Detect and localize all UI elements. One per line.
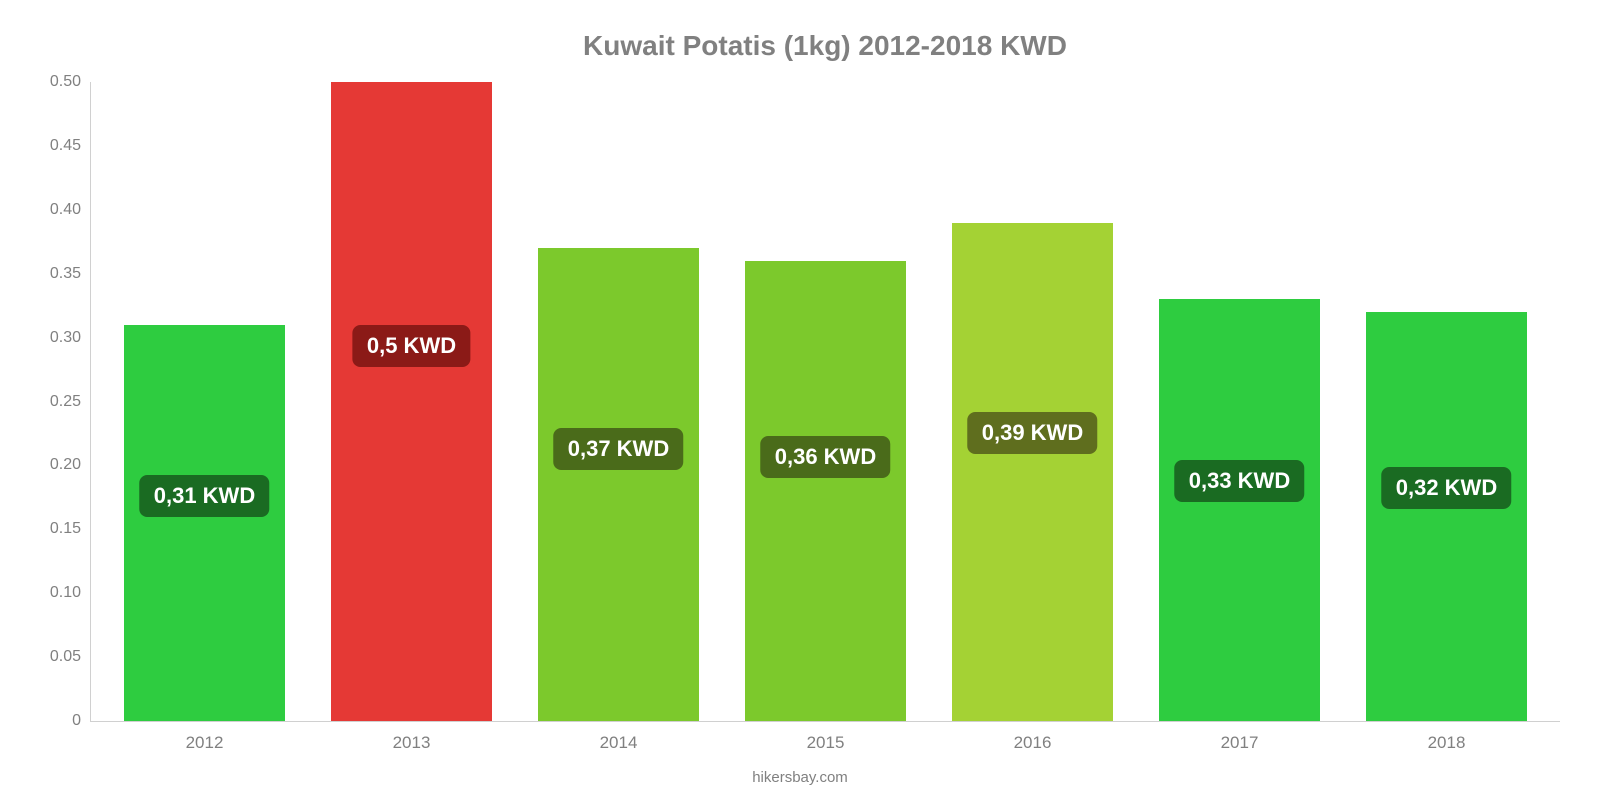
- bar-slot: 0,39 KWD2016: [929, 82, 1136, 721]
- x-tick-label: 2012: [186, 733, 224, 753]
- x-tick-label: 2017: [1221, 733, 1259, 753]
- bar-value-label: 0,37 KWD: [554, 428, 683, 470]
- y-tick-label: 0: [21, 712, 81, 730]
- bar-value-label: 0,31 KWD: [140, 475, 269, 517]
- bar: 0,31 KWD: [124, 325, 285, 721]
- x-tick-label: 2015: [807, 733, 845, 753]
- bar: 0,39 KWD: [952, 223, 1113, 721]
- bar: 0,36 KWD: [745, 261, 906, 721]
- bar-slot: 0,32 KWD2018: [1343, 82, 1550, 721]
- bar-value-label: 0,5 KWD: [353, 325, 470, 367]
- y-tick-label: 0.15: [21, 520, 81, 538]
- chart-title: Kuwait Potatis (1kg) 2012-2018 KWD: [90, 30, 1560, 62]
- y-tick-label: 0.25: [21, 393, 81, 411]
- bars-group: 0,31 KWD20120,5 KWD20130,37 KWD20140,36 …: [91, 82, 1560, 721]
- x-tick-label: 2014: [600, 733, 638, 753]
- chart-credit: hikersbay.com: [752, 769, 848, 786]
- bar: 0,33 KWD: [1159, 299, 1320, 721]
- y-tick-label: 0.10: [21, 584, 81, 602]
- bar: 0,5 KWD: [331, 82, 492, 721]
- bar-value-label: 0,36 KWD: [761, 436, 890, 478]
- y-tick-label: 0.30: [21, 329, 81, 347]
- bar-slot: 0,31 KWD2012: [101, 82, 308, 721]
- bar-slot: 0,5 KWD2013: [308, 82, 515, 721]
- y-tick-label: 0.20: [21, 456, 81, 474]
- y-tick-label: 0.35: [21, 265, 81, 283]
- x-tick-label: 2013: [393, 733, 431, 753]
- x-tick-label: 2018: [1428, 733, 1466, 753]
- bar: 0,37 KWD: [538, 248, 699, 721]
- x-tick-label: 2016: [1014, 733, 1052, 753]
- y-tick-label: 0.45: [21, 137, 81, 155]
- bar-value-label: 0,39 KWD: [968, 412, 1097, 454]
- plot-area: 0,31 KWD20120,5 KWD20130,37 KWD20140,36 …: [90, 82, 1560, 722]
- y-tick-label: 0.50: [21, 73, 81, 91]
- bar-slot: 0,33 KWD2017: [1136, 82, 1343, 721]
- y-tick-label: 0.40: [21, 201, 81, 219]
- bar-value-label: 0,32 KWD: [1382, 467, 1511, 509]
- bar-slot: 0,37 KWD2014: [515, 82, 722, 721]
- bar-slot: 0,36 KWD2015: [722, 82, 929, 721]
- bar-value-label: 0,33 KWD: [1175, 460, 1304, 502]
- y-tick-label: 0.05: [21, 648, 81, 666]
- bar: 0,32 KWD: [1366, 312, 1527, 721]
- chart-container: Kuwait Potatis (1kg) 2012-2018 KWD 0,31 …: [0, 0, 1600, 800]
